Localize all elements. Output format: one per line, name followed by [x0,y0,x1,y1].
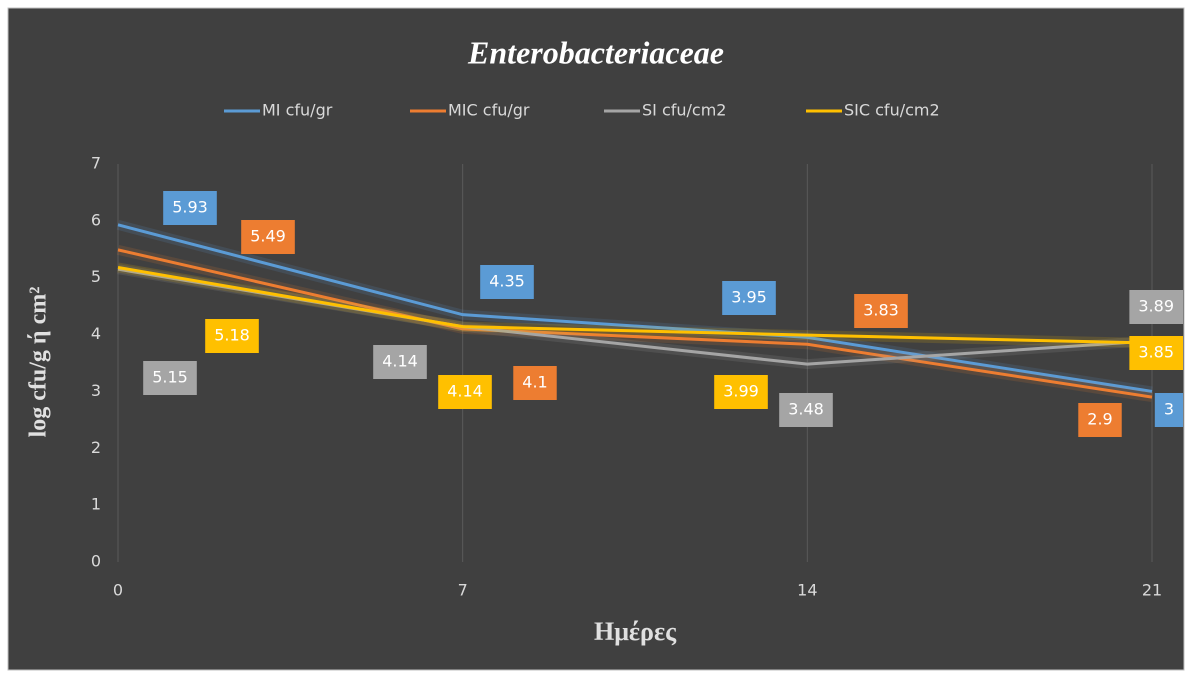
series-line [117,266,1153,345]
legend-label: MI cfu/gr [262,101,333,120]
data-label-box [1078,403,1122,437]
x-axis-label: Ημέρες [594,617,677,646]
data-label: 5.18 [205,319,259,353]
x-tick-label: 14 [797,581,817,600]
data-label: 3.99 [714,375,768,409]
data-label-box [513,366,557,400]
y-tick-label: 1 [91,495,101,514]
x-tick-label: 21 [1142,581,1162,600]
data-label-text: 5.15 [152,368,188,387]
data-label-box [241,220,295,254]
y-tick-label: 3 [91,381,101,400]
y-tick-label: 4 [91,324,101,343]
data-label-box [205,319,259,353]
y-tick-label: 7 [91,154,101,173]
data-label-box [163,191,217,225]
data-label: 3 [1154,393,1183,427]
data-label-text: 5.18 [214,326,250,345]
data-label-box [722,281,776,315]
data-label: 3.95 [722,281,776,315]
data-label: 4.35 [480,265,534,299]
data-label-box [1154,393,1183,427]
legend-label: SIC cfu/cm2 [844,101,940,120]
data-label: 5.93 [163,191,217,225]
data-label: 5.15 [143,361,197,395]
data-label: 4.14 [438,375,492,409]
data-label-text: 4.1 [522,373,547,392]
chart-title: Enterobacteriaceae [467,34,724,70]
labels: 5.93 4.35 3.95 3 5.49 4.1 3.83 2.9 5.15 4.14 3.48 3… [143,191,1183,437]
data-label-text: 4.14 [447,382,483,401]
data-label-text: 3.99 [723,382,759,401]
y-tick-label: 0 [91,552,101,571]
y-tick-label: 6 [91,210,101,229]
data-label-text: 3.89 [1138,297,1174,316]
data-label-box [854,294,908,328]
data-label: 4.1 [513,366,557,400]
x-tick-label: 7 [458,581,468,600]
data-label: 3.83 [854,294,908,328]
y-tick-label: 2 [91,438,101,457]
x-tick-label: 0 [113,581,123,600]
data-label-text: 4.35 [489,272,525,291]
data-label-box [1129,336,1183,370]
data-label-box [438,375,492,409]
data-label: 3.89 [1129,290,1183,324]
y-tick-label: 5 [91,267,101,286]
grid: 0 1 2 3 4 5 6 7 0 7 14 21 [91,154,1162,600]
data-label-box [714,375,768,409]
data-label-box [480,265,534,299]
data-label-box [1129,290,1183,324]
data-label: 5.49 [241,220,295,254]
data-label-text: 3.95 [731,288,767,307]
data-label-text: 4.14 [382,352,418,371]
legend-label: MIC cfu/gr [448,101,530,120]
data-label: 3.85 [1129,336,1183,370]
legend: MI cfu/gr MIC cfu/gr SI cfu/cm2 SIC cfu/cm2 [224,101,940,120]
legend-label: SI cfu/cm2 [642,101,726,120]
y-axis-label: log cfu/g ή cm² [26,287,52,438]
series-line [117,223,1153,393]
data-label: 3.48 [779,393,833,427]
data-label: 4.14 [373,345,427,379]
lines [116,219,1153,403]
data-label-text: 5.93 [172,198,208,217]
data-label-text: 5.49 [250,227,286,246]
data-label-text: 3.85 [1138,343,1174,362]
data-label-text: 2.9 [1087,410,1112,429]
data-label-text: 3.48 [788,400,824,419]
data-label: 2.9 [1078,403,1122,437]
data-label-box [373,345,427,379]
data-label-box [143,361,197,395]
series-line [117,248,1153,399]
data-label-box [779,393,833,427]
data-label-text: 3 [1164,400,1174,419]
data-label-text: 3.83 [863,301,899,320]
